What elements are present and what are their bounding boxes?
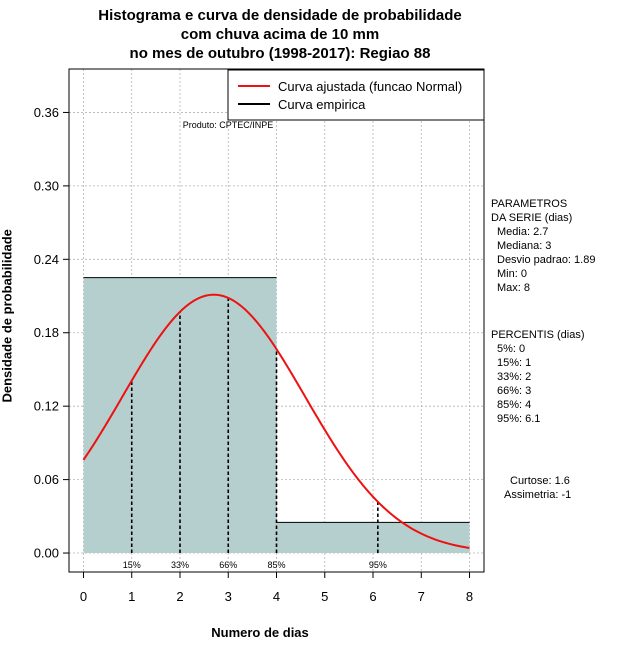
fitted-normal-curve [82,293,470,549]
x-tick-label: 2 [176,589,183,604]
series-parameters-panel: PARAMETROS DA SERIE (dias) Media: 2.7 Me… [491,197,595,295]
param-media: Media: 2.7 [497,226,549,238]
percentil-66: 66%: 3 [497,385,532,397]
percentis-header: PERCENTIS (dias) [491,329,585,341]
legend-fitted-label: Curva ajustada (funcao Normal) [278,79,462,94]
title-line-1: Histograma e curva de densidade de proba… [98,7,462,24]
params-header-2: DA SERIE (dias) [491,212,573,224]
assimetria-text: Assimetria: -1 [504,489,572,501]
x-tick-label: 7 [418,589,425,604]
percentil-15: 15%: 1 [497,357,532,369]
params-header-1: PARAMETROS [491,198,568,210]
legend-layer: Produto: CPTEC/INPE Curva ajustada (funca… [183,69,485,130]
product-annotation: Produto: CPTEC/INPE [183,120,274,130]
shape-stats-panel: Curtose: 1.6 Assimetria: -1 [504,474,571,502]
param-max: Max: 8 [497,282,531,294]
x-tick-label: 4 [273,589,280,604]
y-axis-label: Densidade de probabilidade [0,229,15,403]
percentile-label: 85% [267,560,285,570]
title-line-2: com chuva acima de 10 mm [180,26,380,43]
percentil-85: 85%: 4 [497,399,532,411]
percentile-label: 15% [123,560,141,570]
axis-layer: 0 1 2 3 4 5 6 7 8 0.00 0.06 0.12 0.18 0.24 0.30 0.36 [34,68,485,604]
percentil-5: 5%: 0 [497,343,526,355]
x-tick-label: 8 [466,589,473,604]
percentile-layer: 15% 33% 66% 85% 95% [123,297,387,570]
bar-layer [83,277,470,554]
percentile-label: 33% [171,560,189,570]
x-axis-label: Numero de dias [211,625,309,640]
y-tick-label: 0.18 [34,325,59,340]
percentil-95: 95%: 6.1 [497,413,541,425]
x-tick-label: 1 [128,589,135,604]
legend-empirical-label: Curva empirica [278,97,366,112]
curve-layer [82,293,470,549]
y-tick-label: 0.30 [34,178,59,193]
percentile-label: 95% [369,560,387,570]
legend-box [227,69,485,121]
curtose-text: Curtose: 1.6 [510,475,570,487]
chart-title: Histograma e curva de densidade de proba… [0,6,560,63]
percentiles-panel: PERCENTIS (dias) 5%: 0 15%: 1 33%: 2 66%… [491,328,585,426]
y-tick-label: 0.36 [34,105,59,120]
param-min: Min: 0 [497,268,527,280]
y-tick-label: 0.24 [34,252,59,267]
y-tick-label: 0.00 [34,546,59,561]
param-mediana: Mediana: 3 [497,240,552,252]
y-tick-label: 0.12 [34,399,59,414]
percentil-33: 33%: 2 [497,371,532,383]
x-tick-label: 0 [80,589,87,604]
histogram-bar [276,522,470,554]
x-tick-label: 6 [369,589,376,604]
y-tick-label: 0.06 [34,472,59,487]
param-desvio: Desvio padrao: 1.89 [497,254,596,266]
percentile-label: 66% [219,560,237,570]
title-line-3: no mes de outubro (1998-2017): Regiao 88 [129,45,431,62]
x-tick-label: 5 [321,589,328,604]
x-tick-label: 3 [225,589,232,604]
